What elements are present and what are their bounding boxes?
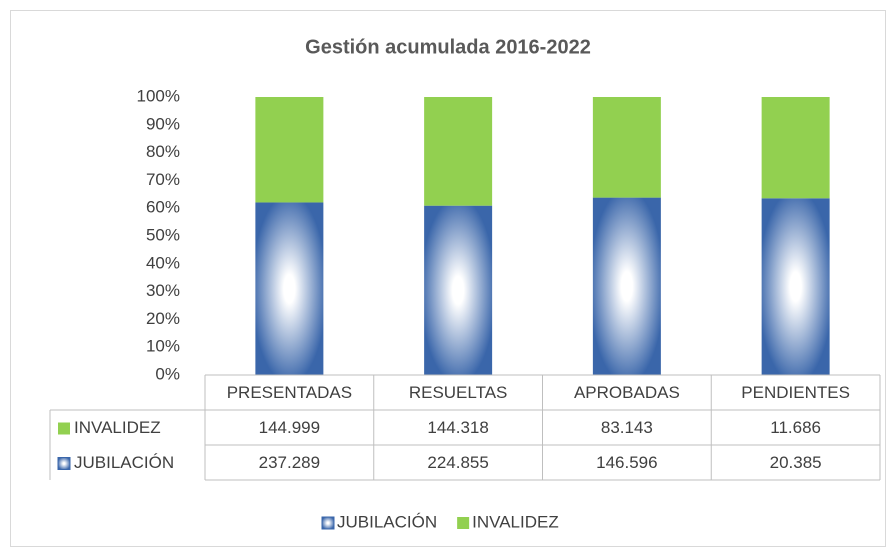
x-tick-label: PRESENTADAS [227,383,352,402]
data-label: 146.596 [596,453,657,472]
bar-segment [424,205,493,375]
data-label: 20.385 [770,453,822,472]
table-key [58,422,70,435]
data-label: 224.855 [427,453,488,472]
bar-segment [424,97,493,206]
bar-segment [592,197,661,375]
bar-segment [255,97,324,203]
y-tick-label: 100% [137,86,180,105]
x-tick-label: PENDIENTES [741,383,850,402]
chart-title: Gestión acumulada 2016-2022 [305,36,591,58]
y-tick-label: 50% [146,225,180,244]
legend-label: JUBILACIÓN [337,512,437,531]
y-tick-label: 40% [146,253,180,272]
legend-key [321,516,335,530]
bar-segment [592,97,661,198]
legend-label: INVALIDEZ [472,512,559,531]
bar-segment [761,198,830,375]
y-tick-label: 90% [146,114,180,133]
y-tick-label: 0% [155,364,180,383]
table-row-label: INVALIDEZ [74,418,161,437]
y-tick-label: 30% [146,281,180,300]
legend-key [457,517,470,529]
bar-segment [761,97,830,199]
data-label: 83.143 [601,418,653,437]
y-tick-label: 10% [146,337,180,356]
data-label: 144.999 [259,418,320,437]
table-row-label: JUBILACIÓN [74,453,174,472]
y-tick-label: 70% [146,170,180,189]
y-tick-label: 20% [146,309,180,328]
table-key [57,457,71,470]
x-tick-label: RESUELTAS [409,383,508,402]
data-label: 11.686 [770,418,821,437]
bar-segment [255,202,324,375]
y-tick-label: 80% [146,142,180,161]
data-label: 144.318 [427,418,488,437]
y-tick-label: 60% [146,198,180,217]
x-tick-label: APROBADAS [574,383,680,402]
data-label: 237.289 [259,453,320,472]
